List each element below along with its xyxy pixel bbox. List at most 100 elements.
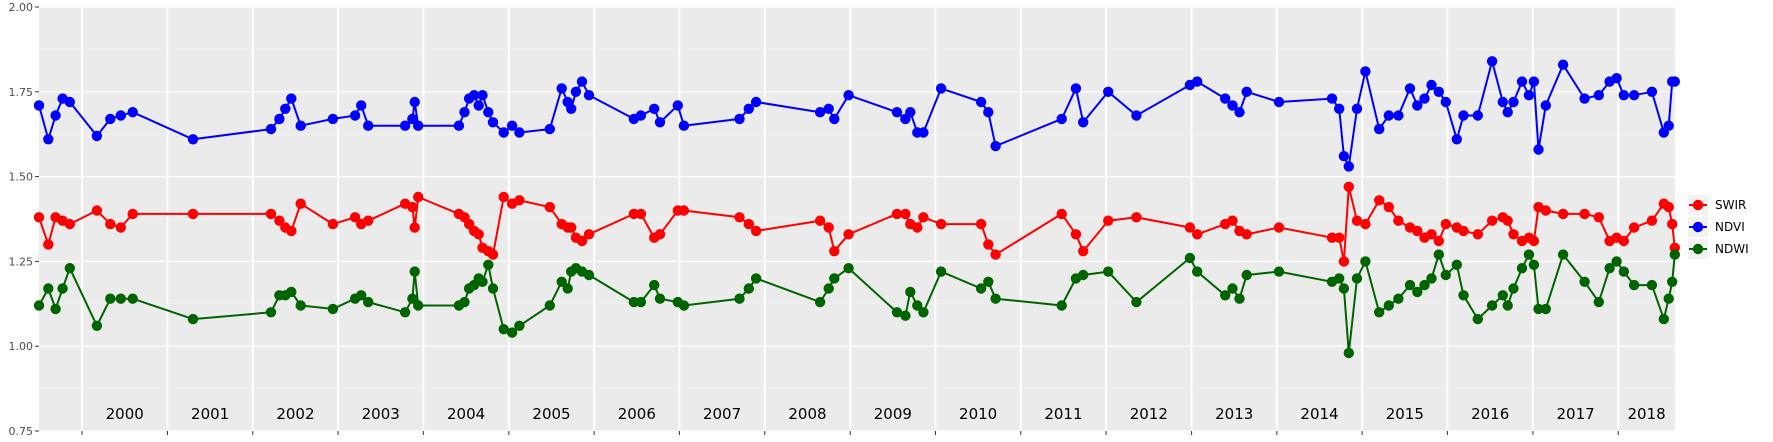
legend-point-swatch bbox=[1692, 199, 1704, 211]
ndwi-point bbox=[1056, 300, 1067, 311]
ndvi-point bbox=[1334, 103, 1345, 115]
year-label: 2003 bbox=[362, 405, 400, 423]
ndwi-point bbox=[1472, 313, 1484, 325]
ndvi-point bbox=[843, 90, 854, 101]
swir-point bbox=[286, 225, 297, 237]
ndwi-point bbox=[814, 296, 826, 308]
ndvi-point bbox=[891, 107, 903, 118]
year-label: 2007 bbox=[703, 405, 741, 423]
ndvi-point bbox=[990, 140, 1001, 152]
ndvi-point bbox=[829, 113, 840, 125]
ndvi-point bbox=[1540, 100, 1552, 111]
swir-point bbox=[1628, 222, 1640, 233]
ndvi-point bbox=[1360, 66, 1371, 77]
ndvi-point bbox=[50, 110, 61, 121]
ndwi-point bbox=[1426, 273, 1437, 284]
year-label: 2002 bbox=[276, 405, 314, 423]
swir-point bbox=[912, 222, 923, 233]
ndvi-point bbox=[473, 100, 484, 111]
ndwi-point bbox=[498, 324, 509, 335]
swir-point bbox=[1618, 235, 1630, 247]
ndvi-point bbox=[1440, 96, 1452, 108]
year-label: 2013 bbox=[1215, 405, 1253, 423]
swir-point bbox=[33, 212, 45, 223]
ndwi-point bbox=[356, 290, 367, 301]
swir-point bbox=[843, 229, 854, 240]
ndwi-point bbox=[1351, 273, 1363, 284]
ndwi-point bbox=[1593, 296, 1605, 308]
swir-point bbox=[1472, 229, 1484, 240]
swir-point bbox=[1343, 181, 1355, 192]
swir-point bbox=[115, 222, 127, 233]
swir-point bbox=[635, 208, 647, 220]
ndvi-point bbox=[583, 90, 595, 101]
ndvi-point bbox=[498, 127, 509, 138]
swir-point bbox=[1433, 235, 1445, 247]
swir-point bbox=[1508, 229, 1519, 240]
swir-point bbox=[349, 212, 361, 223]
ndwi-point bbox=[1486, 300, 1498, 311]
ndvi-point bbox=[654, 117, 666, 128]
swir-point bbox=[407, 201, 418, 213]
swir-point bbox=[1646, 215, 1658, 226]
ndvi-point bbox=[1404, 83, 1416, 94]
legend: SWIR NDVI NDWI bbox=[1688, 195, 1749, 259]
ndvi-point bbox=[115, 110, 127, 121]
ndvi-point bbox=[1663, 120, 1674, 131]
ndvi-point bbox=[43, 134, 54, 145]
swir-point bbox=[576, 235, 588, 247]
ndvi-point bbox=[1426, 79, 1437, 91]
ndvi-point bbox=[1103, 86, 1114, 98]
year-label: 2011 bbox=[1044, 405, 1082, 423]
legend-item-ndvi: NDVI bbox=[1688, 217, 1745, 237]
swir-point bbox=[1131, 212, 1142, 223]
ndwi-point bbox=[1451, 259, 1463, 270]
ndwi-point bbox=[1523, 249, 1535, 260]
ndvi-point bbox=[935, 83, 947, 94]
swir-point bbox=[1383, 201, 1395, 213]
swir-point bbox=[823, 222, 834, 233]
swir-point bbox=[1667, 218, 1678, 230]
ndwi-point bbox=[1502, 300, 1513, 311]
ndwi-point bbox=[1658, 313, 1670, 325]
swir-point bbox=[1393, 215, 1404, 226]
ndvi-point bbox=[1227, 100, 1238, 111]
series-ndwi bbox=[33, 249, 1681, 359]
swir-point bbox=[1528, 235, 1540, 247]
y-tick-label: 0.75 bbox=[9, 425, 34, 438]
swir-point bbox=[1593, 212, 1605, 223]
ndwi-point bbox=[187, 313, 199, 325]
swir-point bbox=[1540, 205, 1552, 216]
legend-label: SWIR bbox=[1715, 198, 1746, 212]
year-label: 2012 bbox=[1130, 405, 1168, 423]
swir-point bbox=[1663, 201, 1674, 213]
ndwi-point bbox=[407, 293, 418, 304]
ndwi-point bbox=[1343, 347, 1355, 359]
ndwi-point bbox=[891, 307, 903, 318]
year-label: 2015 bbox=[1386, 405, 1424, 423]
swir-point bbox=[413, 191, 424, 203]
ndvi-point bbox=[274, 113, 285, 125]
ndwi-point bbox=[265, 307, 277, 318]
ndwi-point bbox=[1533, 303, 1544, 315]
swir-point bbox=[891, 208, 903, 220]
swir-point bbox=[327, 218, 339, 230]
legend-item-ndwi: NDWI bbox=[1688, 239, 1749, 259]
ndwi-point bbox=[1611, 256, 1622, 267]
ndvi-point bbox=[1502, 107, 1513, 118]
swir-point bbox=[1426, 229, 1437, 240]
ndwi-point bbox=[750, 273, 762, 284]
swir-point bbox=[1502, 215, 1513, 226]
ndvi-point bbox=[1393, 110, 1404, 121]
swir-point bbox=[1103, 215, 1114, 226]
ndwi-point bbox=[1669, 249, 1681, 260]
swir-point bbox=[1056, 208, 1067, 220]
ndwi-point bbox=[1540, 303, 1552, 315]
ndwi-point bbox=[1663, 293, 1674, 304]
ndvi-point bbox=[286, 93, 297, 104]
ndwi-point bbox=[477, 276, 488, 287]
ndvi-point bbox=[1433, 86, 1445, 98]
ndwi-point bbox=[1646, 279, 1658, 291]
ndwi-point bbox=[1184, 252, 1196, 264]
ndwi-point bbox=[1078, 269, 1089, 281]
